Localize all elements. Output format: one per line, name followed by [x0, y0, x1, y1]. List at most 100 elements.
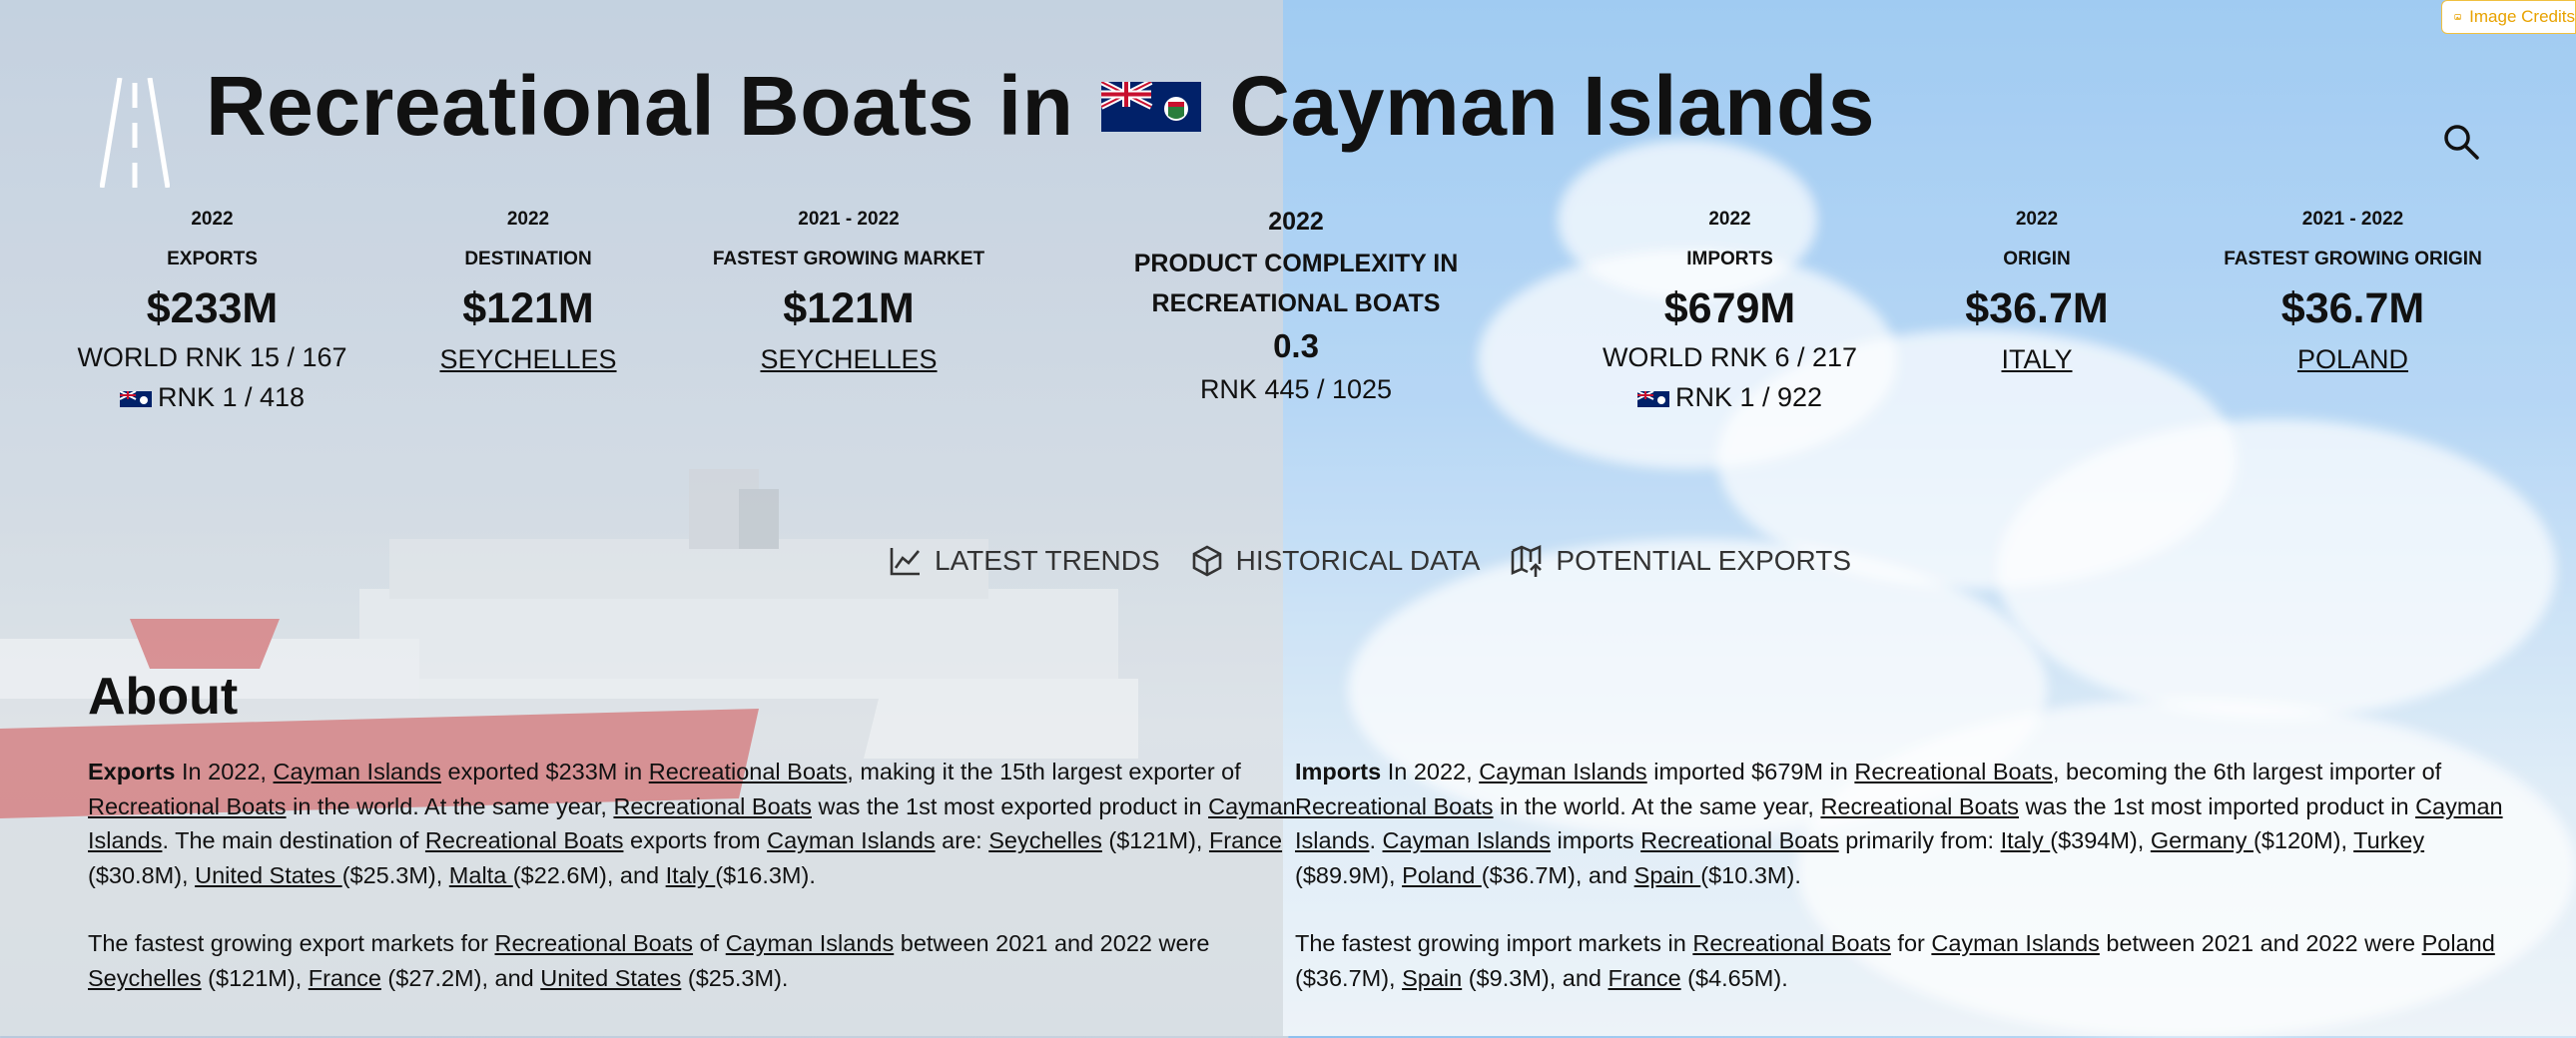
paragraph-text: , making it the 15th largest exporter of [847, 759, 1241, 784]
exports-local-rank: RNK 1 / 418 [157, 382, 306, 412]
exports-label: EXPORTS [167, 249, 258, 269]
inline-link[interactable]: France [1208, 827, 1283, 853]
inline-link[interactable]: France [308, 964, 381, 991]
inline-link[interactable]: Italy [2000, 827, 2051, 853]
origin-country-link[interactable]: ITALY [2001, 344, 2073, 374]
fastest-market-country-link[interactable]: SEYCHELLES [760, 344, 938, 374]
tab-historical-data-label: HISTORICAL DATA [1235, 545, 1481, 576]
inline-link[interactable]: Recreational Boats [1820, 792, 2019, 819]
paragraph-text: ($4.65M). [1680, 964, 1788, 991]
complexity-year: 2022 [1268, 208, 1324, 236]
exports-world-rank: WORLD RNK 15 / 167 [77, 342, 347, 372]
inline-link[interactable]: Recreational Boats [88, 792, 287, 819]
inline-link[interactable]: Germany [2150, 827, 2254, 853]
tab-potential-exports[interactable]: POTENTIAL EXPORTS [1510, 544, 1851, 578]
product-complexity-stat: 2022 PRODUCT COMPLEXITY IN RECREATIONAL … [1096, 200, 1496, 409]
inline-link[interactable]: Recreational Boats [613, 792, 812, 819]
paragraph-text: ($25.3M). [681, 964, 789, 991]
paragraph-text: for [1890, 930, 1932, 956]
complexity-value: 0.3 [1273, 327, 1319, 364]
paragraph-text: ($121M), [1101, 827, 1209, 853]
cayman-islands-flag-icon [1101, 81, 1202, 132]
paragraph-text: . The main destination of [162, 827, 425, 853]
fastest-market-value: $121M [783, 284, 915, 332]
inline-link[interactable]: Cayman Islands [1382, 827, 1552, 853]
inline-link[interactable]: France [1608, 964, 1681, 991]
inline-link[interactable]: Cayman Islands [88, 792, 1296, 854]
exports-stat: 2022 EXPORTS $233M WORLD RNK 15 / 167 RN… [60, 200, 364, 417]
exports-paragraph: Exports In 2022, Cayman Islands exported… [88, 755, 1301, 892]
exports-year: 2022 [191, 209, 234, 230]
inline-link[interactable]: United States [540, 964, 682, 991]
paragraph-text: . [1369, 827, 1383, 853]
paragraph-text: was the 1st most imported product in [2019, 792, 2416, 819]
cloud [1797, 699, 2576, 1038]
imports-stat: 2022 IMPORTS $679M WORLD RNK 6 / 217 RNK… [1578, 200, 1882, 417]
paragraph-text: ($394M), [2050, 827, 2151, 853]
page-header: Recreational Boats in Cayman Islands [0, 40, 2576, 188]
complexity-rank: RNK 445 / 1025 [1199, 374, 1393, 404]
page-title-product: Recreational Boats in [206, 59, 1074, 153]
imports-value: $679M [1663, 284, 1796, 332]
inline-link[interactable]: United States [195, 861, 342, 888]
inline-link[interactable]: Turkey [2353, 827, 2425, 853]
complexity-label-line1: PRODUCT COMPLEXITY IN [1133, 250, 1459, 277]
paragraph-text: are: [935, 827, 989, 853]
inline-link[interactable]: Cayman Islands [273, 759, 442, 784]
inline-link[interactable]: Seychelles [988, 827, 1102, 853]
inline-link[interactable]: Spain [1402, 964, 1463, 991]
inline-link[interactable]: Cayman Islands [725, 930, 895, 956]
page-title-country: Cayman Islands [1229, 59, 1876, 153]
exports-heading: Exports [88, 759, 176, 784]
fastest-origin-stat: 2021 - 2022 FASTEST GROWING ORIGIN $36.7… [2197, 200, 2509, 381]
tab-historical-data[interactable]: HISTORICAL DATA [1190, 544, 1481, 578]
inline-link[interactable]: Cayman Islands [767, 827, 936, 853]
tab-latest-trends[interactable]: LATEST TRENDS [889, 544, 1160, 578]
paragraph-text: ($89.9M), [1295, 861, 1403, 888]
paragraph-text: The fastest growing export markets for [88, 930, 495, 956]
inline-link[interactable]: Seychelles [88, 964, 202, 991]
inline-link[interactable]: Cayman Islands [1479, 759, 1647, 784]
destination-label: DESTINATION [464, 249, 592, 269]
inline-link[interactable]: Italy [665, 861, 716, 888]
inline-link[interactable]: Cayman Islands [1295, 792, 2503, 854]
road-logo-icon[interactable] [100, 78, 170, 188]
tab-potential-exports-label: POTENTIAL EXPORTS [1556, 545, 1852, 576]
destination-stat: 2022 DESTINATION $121M SEYCHELLES [399, 200, 657, 381]
inline-link[interactable]: Recreational Boats [494, 930, 694, 956]
paragraph-text: ($120M), [2254, 827, 2354, 853]
fastest-origin-country-link[interactable]: POLAND [2296, 344, 2409, 374]
imports-growth-paragraph: The fastest growing import markets in Re… [1295, 926, 2508, 995]
cloud [1997, 419, 2556, 719]
inline-link[interactable]: Recreational Boats [1854, 759, 2053, 784]
image-credits-button[interactable]: Image Credits [2441, 0, 2576, 34]
inline-link[interactable]: Spain [1633, 861, 1701, 888]
paragraph-text: , becoming the 6th largest importer of [2052, 759, 2442, 784]
page-title: Recreational Boats in Cayman Islands [206, 58, 1875, 155]
inline-link[interactable]: Recreational Boats [1692, 930, 1891, 956]
inline-link[interactable]: Cayman Islands [1931, 930, 2100, 956]
inline-link[interactable]: Recreational Boats [1640, 827, 1839, 853]
inline-link[interactable]: Malta [448, 861, 513, 888]
paragraph-text: ($27.2M), and [380, 964, 541, 991]
search-icon[interactable] [2441, 122, 2481, 162]
origin-label: ORIGIN [2003, 249, 2071, 269]
inline-link[interactable]: Recreational Boats [648, 759, 848, 784]
fastest-market-stat: 2021 - 2022 FASTEST GROWING MARKET $121M… [689, 200, 1008, 381]
inline-link[interactable]: Poland [2421, 930, 2495, 956]
about-heading: About [88, 668, 239, 726]
cayman-islands-flag-icon [1636, 390, 1669, 407]
exports-growth-paragraph: The fastest growing export markets for R… [88, 926, 1301, 995]
paragraph-text: in the world. At the same year, [1493, 792, 1821, 819]
imports-local-rank: RNK 1 / 922 [1674, 382, 1823, 412]
inline-link[interactable]: Recreational Boats [424, 827, 624, 853]
paragraph-text: between 2021 and 2022 were [894, 930, 1210, 956]
paragraph-text: ($9.3M), and [1462, 964, 1609, 991]
destination-country-link[interactable]: SEYCHELLES [439, 344, 617, 374]
destination-value: $121M [462, 284, 594, 332]
inline-link[interactable]: Poland [1402, 861, 1482, 888]
inline-link[interactable]: Recreational Boats [1295, 792, 1494, 819]
paragraph-text: was the 1st most exported product in [812, 792, 1209, 819]
complexity-label-line2: RECREATIONAL BOATS [1151, 289, 1441, 317]
